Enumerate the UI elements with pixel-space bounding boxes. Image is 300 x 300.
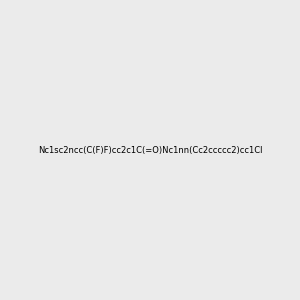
Text: Nc1sc2ncc(C(F)F)cc2c1C(=O)Nc1nn(Cc2ccccc2)cc1Cl: Nc1sc2ncc(C(F)F)cc2c1C(=O)Nc1nn(Cc2ccccc…	[38, 146, 262, 154]
